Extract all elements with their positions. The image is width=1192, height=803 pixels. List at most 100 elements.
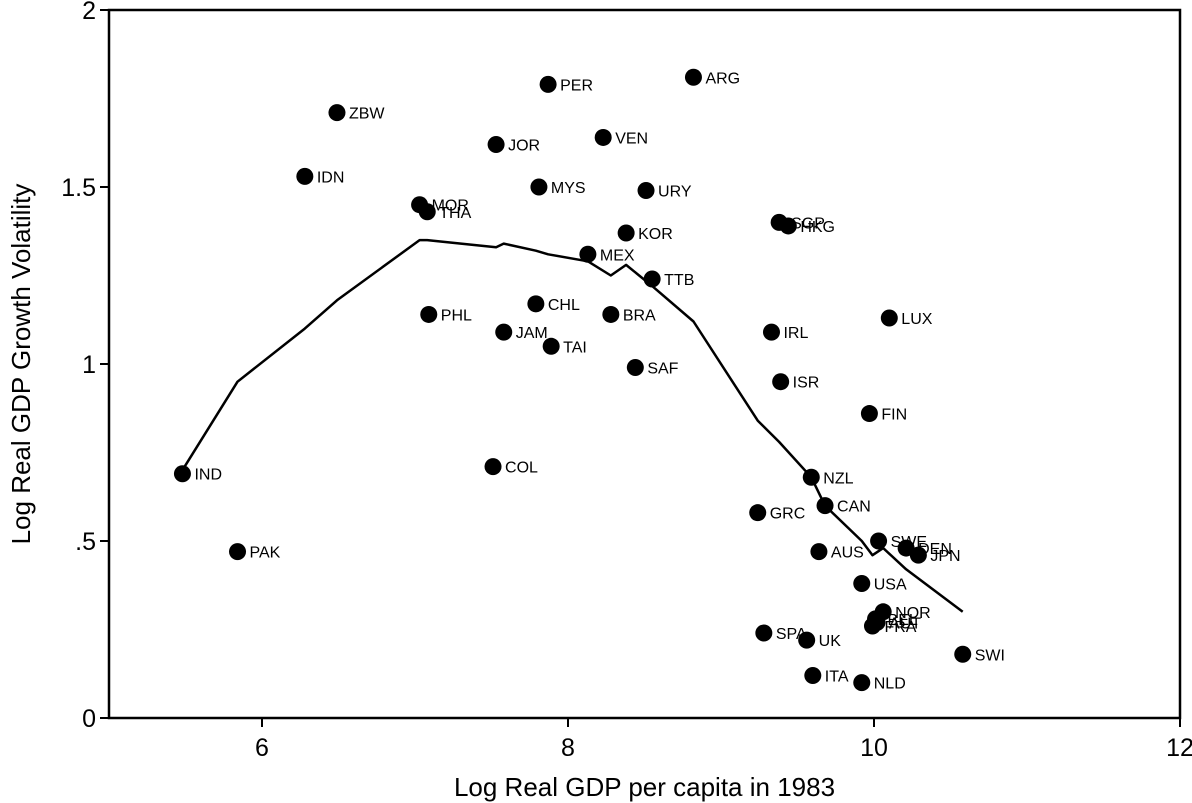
point-label: THA: [439, 205, 471, 222]
point-label: ARG: [705, 70, 740, 87]
y-tick-label: 1: [82, 351, 96, 379]
point-pak: [229, 543, 247, 561]
point-label: PAK: [250, 545, 281, 562]
point-ttb: [643, 270, 661, 288]
y-tick-label: 0: [82, 705, 96, 733]
x-axis-title: Log Real GDP per capita in 1983: [454, 772, 835, 802]
point-grc: [749, 504, 767, 522]
y-tick-label: 1.5: [61, 174, 96, 202]
point-can: [816, 497, 834, 515]
point-per: [539, 75, 557, 93]
plot-border: [107, 8, 1182, 720]
point-bra: [602, 305, 620, 323]
point-label: AUS: [831, 545, 864, 562]
point-hkg: [779, 217, 797, 235]
point-chl: [527, 295, 545, 313]
point-ven: [594, 128, 612, 146]
point-nzl: [802, 468, 820, 486]
point-label: AUT: [889, 615, 921, 632]
point-label: CHL: [548, 297, 580, 314]
x-axis: 6 8 10 12: [255, 718, 1192, 762]
y-axis-title: Log Real GDP Growth Volatility: [6, 184, 36, 545]
point-phl: [420, 305, 438, 323]
point-aus: [810, 543, 828, 561]
point-label: IDN: [317, 169, 345, 186]
point-label: TAI: [563, 339, 587, 356]
point-mys: [530, 178, 548, 196]
point-label: NZL: [823, 470, 853, 487]
point-label: CAN: [837, 499, 871, 516]
point-nor: [874, 603, 892, 621]
point-label: SAF: [647, 361, 678, 378]
point-jpn: [909, 546, 927, 564]
y-tick-label: 2: [82, 0, 96, 25]
point-spa: [755, 624, 773, 642]
point-tha: [418, 203, 436, 221]
point-irl: [762, 323, 780, 341]
point-label: HKG: [800, 219, 835, 236]
point-label: MOR: [432, 198, 469, 215]
point-nld: [853, 674, 871, 692]
point-label: KOR: [638, 226, 673, 243]
point-label: SGP: [791, 215, 825, 232]
point-kor: [617, 224, 635, 242]
point-label: UK: [819, 633, 842, 650]
point-label: NLD: [874, 676, 906, 693]
point-saf: [626, 359, 644, 377]
point-label: PER: [560, 77, 593, 94]
point-label: FIN: [881, 407, 907, 424]
point-label: BEL: [888, 612, 918, 629]
point-label: IRL: [783, 325, 808, 342]
point-label: URY: [658, 184, 692, 201]
point-arg: [684, 68, 702, 86]
fitted-curve: [181, 238, 964, 613]
point-label: ITA: [825, 669, 849, 686]
point-tai: [542, 337, 560, 355]
point-jor: [487, 136, 505, 154]
point-label: VEN: [615, 130, 648, 147]
point-label: JAM: [516, 325, 548, 342]
plot-frame: [107, 8, 1182, 720]
point-swi: [954, 645, 972, 663]
point-label: JPN: [930, 548, 960, 565]
point-label: JOR: [508, 138, 540, 155]
point-label: FRA: [884, 619, 916, 636]
point-label: MEX: [600, 247, 635, 264]
point-label: ZBW: [349, 106, 385, 123]
point-idn: [296, 167, 314, 185]
point-mex: [579, 245, 597, 263]
point-isr: [772, 373, 790, 391]
x-tick-label: 8: [561, 734, 575, 762]
x-tick-label: 6: [255, 734, 269, 762]
point-label: BRA: [623, 307, 656, 324]
point-jam: [495, 323, 513, 341]
point-label: SWI: [975, 647, 1005, 664]
point-label: MYS: [551, 180, 586, 197]
point-ury: [637, 182, 655, 200]
point-label: PHL: [441, 307, 472, 324]
y-tick-label: .5: [75, 528, 96, 556]
point-label: COL: [505, 460, 538, 477]
point-usa: [853, 574, 871, 592]
point-label: IND: [194, 467, 222, 484]
point-col: [484, 458, 502, 476]
point-label: USA: [874, 576, 907, 593]
point-ind: [173, 465, 191, 483]
fit-line: [181, 238, 964, 613]
point-label: LUX: [901, 311, 932, 328]
point-uk: [798, 631, 816, 649]
point-fin: [860, 405, 878, 423]
y-axis: 0 .5 1 1.5 2: [61, 0, 109, 733]
point-ita: [804, 667, 822, 685]
x-tick-label: 12: [1166, 734, 1192, 762]
point-zbw: [328, 104, 346, 122]
point-lux: [880, 309, 898, 327]
point-label: NOR: [895, 605, 931, 622]
point-swe: [870, 532, 888, 550]
point-label: ISR: [793, 375, 820, 392]
point-label: TTB: [664, 272, 694, 289]
point-label: GRC: [770, 506, 806, 523]
x-tick-label: 10: [860, 734, 888, 762]
